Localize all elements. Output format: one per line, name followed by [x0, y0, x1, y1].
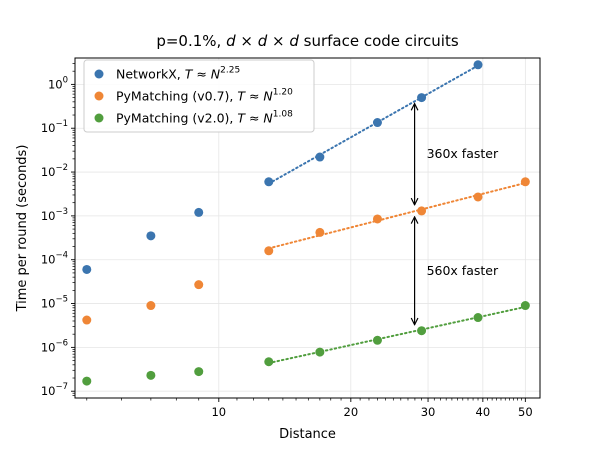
x-axis-label: Distance: [279, 427, 336, 442]
annotations: 360x faster 560x faster: [415, 104, 499, 325]
annotation-label: 360x faster: [427, 146, 499, 161]
y-tick-label: 100: [48, 75, 68, 91]
legend-marker: [94, 69, 104, 79]
data-point: [194, 207, 204, 217]
y-tick-label: 10−5: [41, 295, 68, 311]
fit-line: [267, 305, 527, 365]
data-point: [520, 177, 530, 187]
data-point: [417, 93, 427, 103]
data-point: [146, 301, 156, 311]
x-axis: 10 20 30 40 50: [86, 398, 533, 419]
y-tick-label: 10−1: [41, 119, 68, 135]
data-point: [473, 313, 483, 323]
legend-entry: PyMatching (v0.7), T ≈ N1.20: [116, 88, 293, 104]
x-tick-label: 40: [476, 405, 491, 419]
legend-entry: PyMatching (v2.0), T ≈ N1.08: [116, 110, 293, 126]
y-tick-label: 10−4: [41, 251, 68, 267]
y-axis-label: Time per round (seconds): [15, 145, 30, 313]
data-point: [473, 60, 483, 70]
data-point: [372, 214, 382, 224]
data-point: [82, 264, 92, 274]
data-point: [315, 227, 325, 237]
data-point: [194, 280, 204, 290]
data-point: [520, 301, 530, 311]
data-point: [264, 357, 274, 367]
x-tick-label: 20: [344, 405, 359, 419]
x-tick-label: 10: [211, 405, 226, 419]
data-point: [372, 118, 382, 128]
chart-title: p=0.1%, d × d × d surface code circuits: [156, 32, 459, 50]
data-point: [146, 370, 156, 380]
y-tick-label: 10−3: [41, 207, 68, 223]
data-point: [264, 177, 274, 187]
plot-frame: [74, 57, 541, 399]
legend: NetworkX, T ≈ N2.25 PyMatching (v0.7), T …: [83, 59, 315, 133]
x-tick-label: 50: [518, 405, 533, 419]
legend-marker: [94, 113, 104, 123]
y-tick-label: 10−7: [41, 382, 68, 398]
data-point: [315, 347, 325, 357]
fit-lines: [267, 64, 527, 365]
data-point: [417, 326, 427, 336]
y-tick-label: 10−2: [41, 163, 68, 179]
data-points: [82, 60, 530, 386]
y-axis: 10−7 10−6 10−5 10−4 10−3 10−2 10−1 100: [41, 63, 75, 398]
data-point: [146, 231, 156, 241]
x-tick-label: 30: [421, 405, 436, 419]
fit-line: [267, 181, 527, 250]
annotation-label: 560x faster: [427, 263, 499, 278]
legend-entry: NetworkX, T ≈ N2.25: [116, 66, 240, 82]
data-point: [372, 335, 382, 345]
fit-line: [267, 64, 480, 185]
data-point: [264, 246, 274, 256]
legend-box: [83, 59, 315, 133]
data-point: [82, 315, 92, 325]
data-point: [82, 376, 92, 386]
data-point: [194, 367, 204, 377]
data-point: [473, 192, 483, 202]
y-tick-label: 10−6: [41, 338, 68, 354]
legend-marker: [94, 91, 104, 101]
data-point: [315, 152, 325, 162]
data-point: [417, 206, 427, 216]
